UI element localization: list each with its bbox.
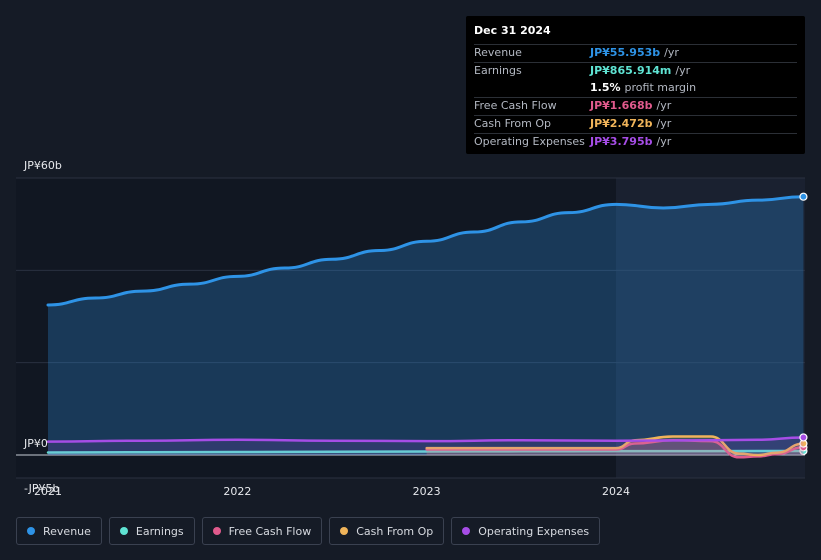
tooltip-row: Free Cash Flow JP¥1.668b/yr — [474, 97, 797, 115]
legend-label: Revenue — [43, 524, 91, 538]
legend-label: Earnings — [135, 524, 184, 538]
legend-item-earnings[interactable]: Earnings — [108, 517, 195, 545]
tooltip-date: Dec 31 2024 — [474, 24, 551, 37]
tooltip-row-unit: /yr — [656, 135, 672, 148]
legend-dot-icon — [340, 527, 349, 535]
x-tick-label: 2023 — [413, 485, 441, 498]
tooltip-row: Operating Expenses JP¥3.795b/yr — [474, 133, 797, 151]
tooltip-row: Revenue JP¥55.953b/yr — [474, 44, 797, 62]
highlight-region — [616, 178, 805, 478]
series-line-earnings — [46, 449, 805, 454]
tooltip-row: Earnings JP¥865.914m/yr — [474, 62, 797, 80]
y-tick-label: JP¥60b — [23, 159, 62, 172]
legend-label: Operating Expenses — [478, 524, 590, 538]
legend-item-operating-expenses[interactable]: Operating Expenses — [451, 517, 601, 545]
legend-item-cash-from-op[interactable]: Cash From Op — [329, 517, 445, 545]
tooltip-row-value: JP¥865.914m — [590, 64, 672, 77]
tooltip-row-label: Revenue — [474, 46, 522, 59]
tooltip-row-value: JP¥1.668b — [590, 99, 653, 112]
tooltip-row-value: JP¥2.472b — [590, 117, 653, 130]
x-tick-label: 2024 — [602, 485, 630, 498]
series-end-point-operating-expenses — [799, 433, 808, 442]
legend-label: Cash From Op — [356, 524, 434, 538]
tooltip-row-label — [474, 80, 590, 97]
tooltip: Dec 31 2024 Revenue JP¥55.953b/yr Earnings… — [466, 16, 805, 154]
legend-dot-icon — [27, 527, 35, 535]
legend-dot-icon — [119, 527, 128, 535]
legend-item-free-cash-flow[interactable]: Free Cash Flow — [201, 517, 323, 545]
x-tick-label: 2022 — [223, 485, 251, 498]
tooltip-row-unit: /yr — [656, 99, 672, 112]
tooltip-rows: Revenue JP¥55.953b/yr Earnings JP¥865.914m /… — [474, 44, 797, 151]
tooltip-row-label: Operating Expenses — [474, 135, 585, 148]
x-tick-label: 2021 — [34, 485, 62, 498]
tooltip-row-value: JP¥3.795b — [590, 135, 653, 148]
tooltip-row-unit: profit margin — [624, 81, 697, 94]
legend-label: Free Cash Flow — [228, 524, 312, 538]
tooltip-row-label: Free Cash Flow — [474, 99, 557, 112]
tooltip-row-value: JP¥55.953b — [590, 46, 661, 59]
series-line-cash-from-op — [425, 435, 805, 457]
y-tick-label: JP¥0 — [23, 437, 48, 450]
tooltip-row-unit: /yr — [656, 117, 672, 130]
tooltip-row: 1.5% profit margin — [474, 80, 797, 97]
legend-dot-icon — [462, 527, 471, 535]
tooltip-row-label: Cash From Op — [474, 117, 552, 130]
series-line-revenue — [46, 195, 805, 307]
y-tick-label: -JP¥5b — [24, 482, 59, 495]
series-line-operating-expenses — [46, 436, 805, 443]
series-area-free-cash-flow — [426, 440, 804, 458]
tooltip-row: Cash From Op JP¥2.472b/yr — [474, 115, 797, 133]
series-area-revenue — [48, 196, 804, 455]
legend-dot-icon — [212, 527, 221, 535]
tooltip-row-unit: /yr — [664, 46, 679, 59]
tooltip-row-unit: /yr — [675, 64, 691, 77]
legend-item-revenue[interactable]: Revenue — [16, 517, 102, 545]
series-layer — [46, 192, 808, 459]
legend: Revenue Earnings Free Cash Flow Cash From O… — [16, 517, 607, 545]
series-end-point-revenue — [799, 192, 808, 201]
tooltip-row-value: 1.5% — [590, 81, 621, 94]
tooltip-row-label: Earnings — [474, 64, 522, 77]
grid-layer — [16, 177, 805, 479]
